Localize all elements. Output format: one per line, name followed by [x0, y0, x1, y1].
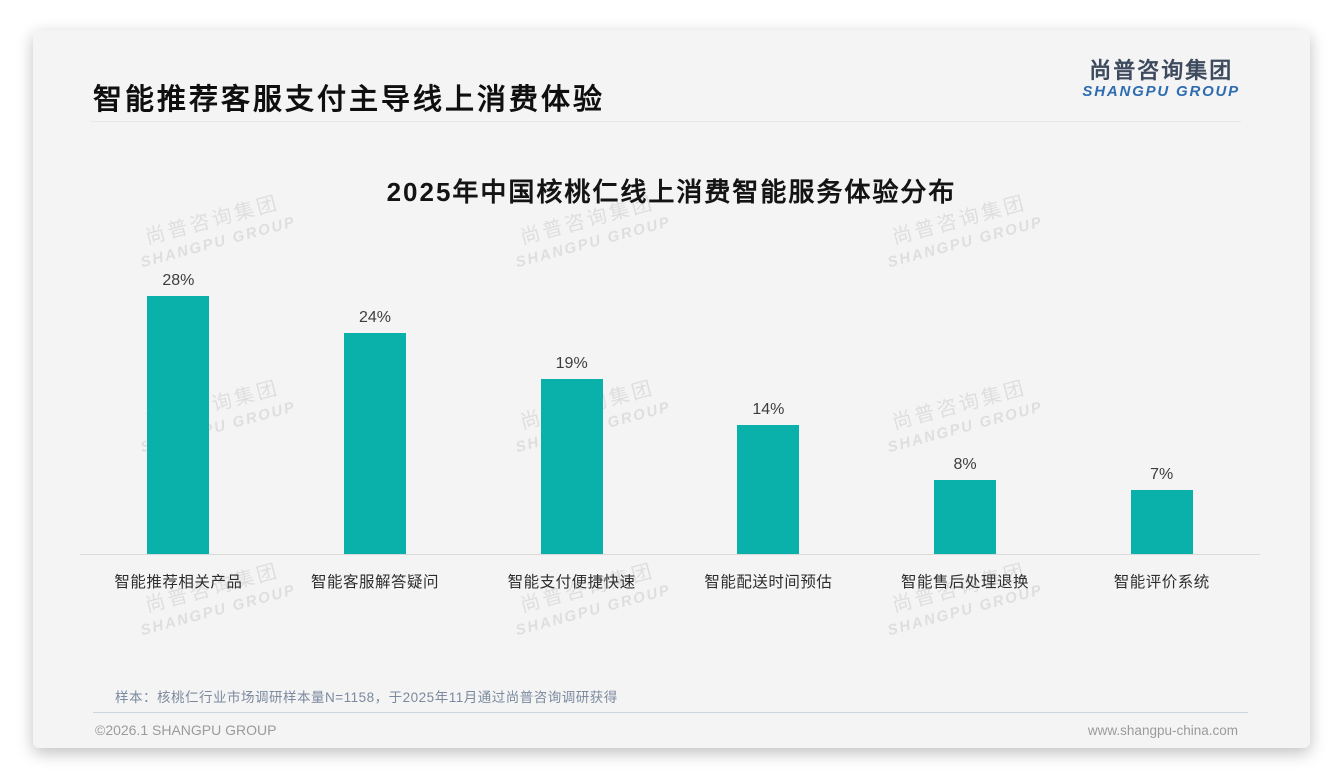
chart-title: 2025年中国核桃仁线上消费智能服务体验分布: [386, 177, 957, 207]
bar: [147, 296, 210, 554]
category-label: 智能支付便捷快速: [507, 574, 636, 591]
bar-chart-plot: 28% 24% 19% 14% 8% 7%: [80, 264, 1260, 554]
logo-english-name: SHANGPU GROUP: [1082, 83, 1240, 101]
bar-slot: 8%: [867, 264, 1064, 554]
report-card: 尚普咨询集团 SHANGPU GROUP 尚普咨询集团 SHANGPU GROUP 尚普…: [33, 30, 1310, 748]
company-logo: 尚普咨询集团 SHANGPU GROUP: [1082, 58, 1240, 101]
category-label: 智能配送时间预估: [704, 574, 833, 591]
category-label: 智能客服解答疑问: [311, 574, 440, 591]
bar-value-label: 28%: [162, 272, 195, 290]
bar-slot: 24%: [277, 264, 474, 554]
category-label: 智能评价系统: [1113, 574, 1210, 591]
page-title: 智能推荐客服支付主导线上消费体验: [93, 84, 606, 116]
category-label: 智能推荐相关产品: [114, 574, 243, 591]
bar-slot: 19%: [473, 264, 670, 554]
sample-footnote: 样本：核桃仁行业市场调研样本量N=1158，于2025年11月通过尚普咨询调研获…: [115, 690, 618, 705]
bar-slot: 7%: [1063, 264, 1260, 554]
bar: [934, 480, 997, 554]
bar: [344, 333, 406, 554]
footer-divider: [93, 712, 1248, 713]
bar-value-label: 7%: [1150, 465, 1174, 483]
x-axis-category-labels: 智能推荐相关产品 智能客服解答疑问 智能支付便捷快速 智能配送时间预估 智能售后处理退换…: [80, 570, 1260, 592]
x-axis-line: [80, 554, 1260, 555]
bar-slot: 28%: [80, 264, 277, 554]
website-url: www.shangpu-china.com: [1087, 723, 1238, 738]
bar: [737, 425, 800, 554]
bar: [540, 379, 603, 554]
logo-chinese-name: 尚普咨询集团: [1089, 58, 1234, 83]
bar-value-label: 19%: [555, 355, 588, 373]
bar-slot: 14%: [670, 264, 867, 554]
category-label: 智能售后处理退换: [901, 574, 1030, 591]
bar-value-label: 14%: [752, 401, 785, 419]
bar-value-label: 24%: [358, 309, 392, 327]
copyright-text: ©2026.1 SHANGPU GROUP: [95, 722, 277, 738]
bar-value-label: 8%: [953, 456, 977, 474]
bar: [1130, 489, 1193, 554]
header-divider: [91, 121, 1241, 122]
